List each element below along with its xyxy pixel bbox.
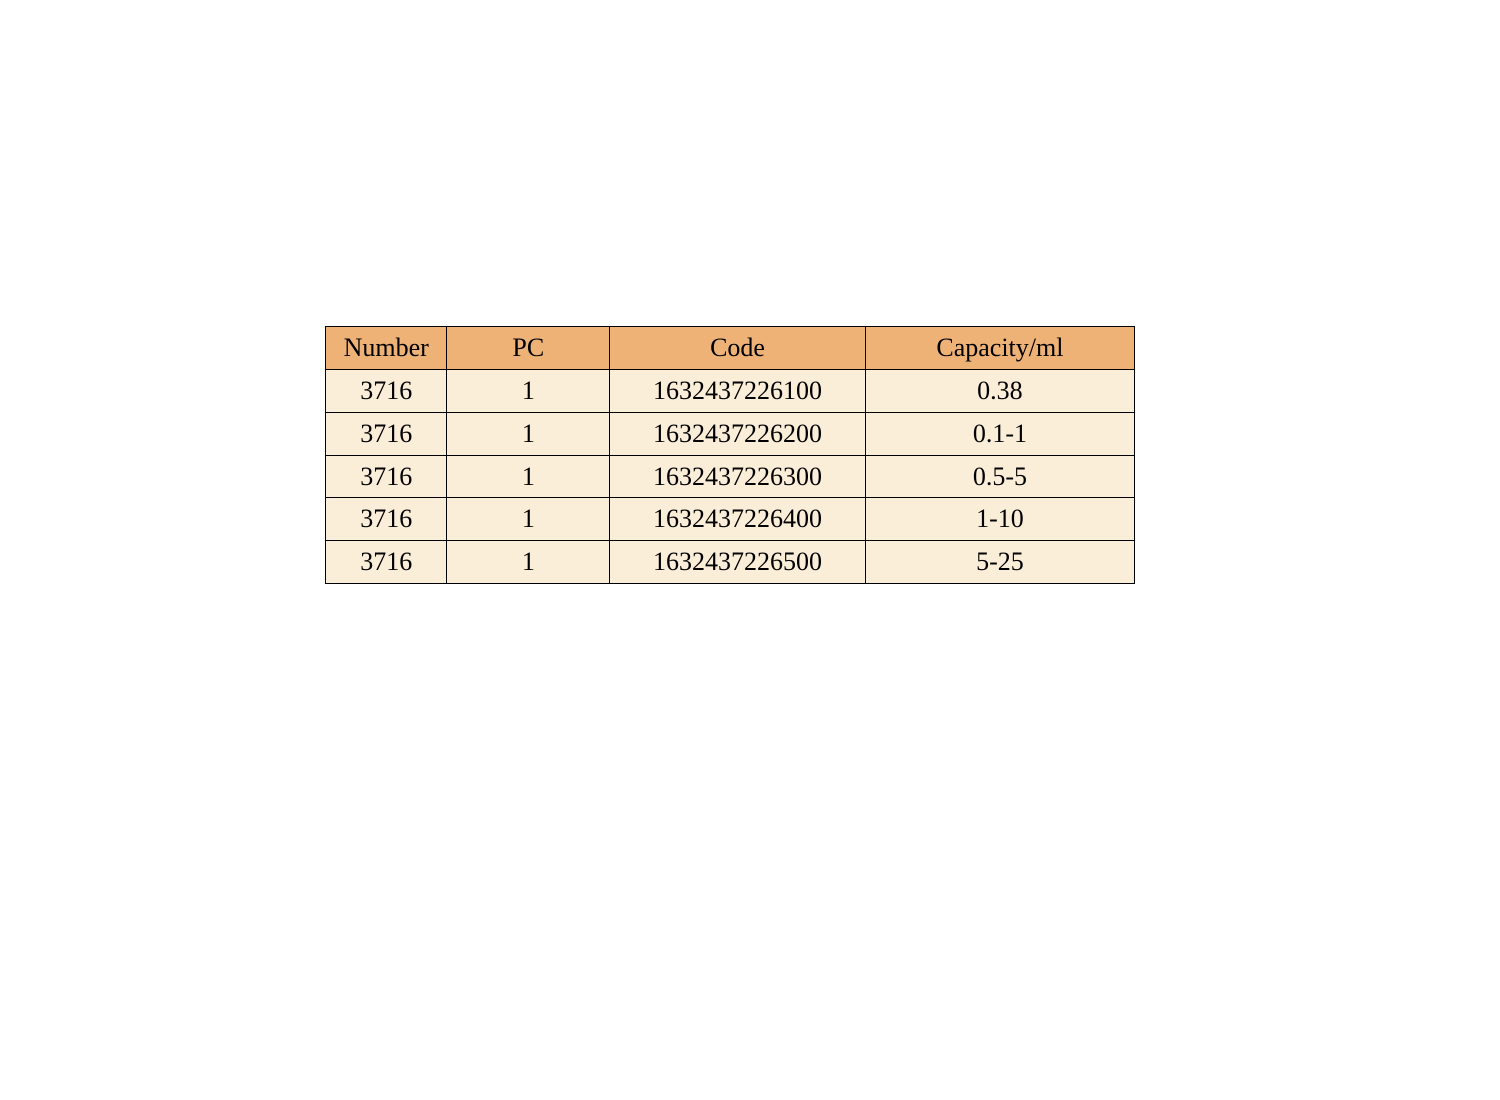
cell-number: 3716 — [326, 541, 447, 584]
cell-pc: 1 — [447, 541, 610, 584]
cell-pc: 1 — [447, 455, 610, 498]
col-header-capacity: Capacity/ml — [865, 327, 1134, 370]
cell-number: 3716 — [326, 412, 447, 455]
cell-number: 3716 — [326, 455, 447, 498]
data-table-container: Number PC Code Capacity/ml 3716 1 163243… — [325, 326, 1135, 584]
cell-pc: 1 — [447, 412, 610, 455]
cell-code: 1632437226500 — [610, 541, 866, 584]
cell-number: 3716 — [326, 498, 447, 541]
data-table: Number PC Code Capacity/ml 3716 1 163243… — [325, 326, 1135, 584]
cell-capacity: 0.5-5 — [865, 455, 1134, 498]
col-header-number: Number — [326, 327, 447, 370]
table-header-row: Number PC Code Capacity/ml — [326, 327, 1135, 370]
cell-capacity: 1-10 — [865, 498, 1134, 541]
table-row: 3716 1 1632437226200 0.1-1 — [326, 412, 1135, 455]
table-row: 3716 1 1632437226400 1-10 — [326, 498, 1135, 541]
cell-code: 1632437226300 — [610, 455, 866, 498]
cell-code: 1632437226100 — [610, 369, 866, 412]
cell-capacity: 5-25 — [865, 541, 1134, 584]
table-row: 3716 1 1632437226500 5-25 — [326, 541, 1135, 584]
col-header-pc: PC — [447, 327, 610, 370]
cell-capacity: 0.1-1 — [865, 412, 1134, 455]
cell-number: 3716 — [326, 369, 447, 412]
cell-capacity: 0.38 — [865, 369, 1134, 412]
table-row: 3716 1 1632437226300 0.5-5 — [326, 455, 1135, 498]
col-header-code: Code — [610, 327, 866, 370]
cell-pc: 1 — [447, 369, 610, 412]
cell-code: 1632437226400 — [610, 498, 866, 541]
table-row: 3716 1 1632437226100 0.38 — [326, 369, 1135, 412]
cell-code: 1632437226200 — [610, 412, 866, 455]
cell-pc: 1 — [447, 498, 610, 541]
